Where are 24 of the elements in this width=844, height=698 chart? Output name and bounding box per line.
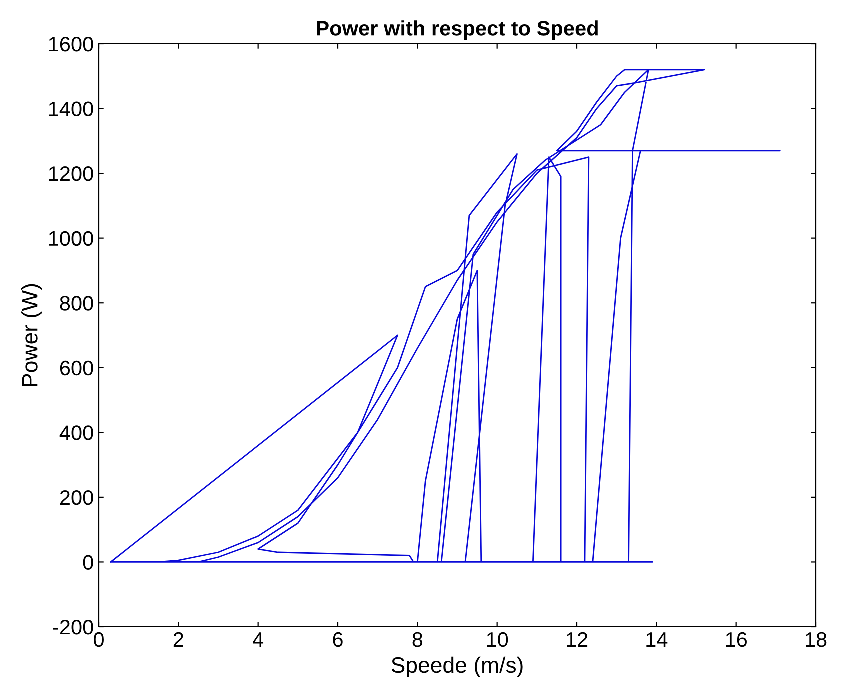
x-tick-label: 6 <box>333 632 343 648</box>
line-series <box>110 69 781 563</box>
y-tick-label: 1000 <box>49 231 94 246</box>
y-tick-label: 1400 <box>49 102 94 117</box>
y-tick-label: 200 <box>60 490 94 506</box>
x-tick-label: 14 <box>646 632 668 647</box>
x-tick-label: 16 <box>726 632 748 648</box>
y-tick-label: 400 <box>60 426 94 440</box>
y-tick-label: 1200 <box>49 166 94 182</box>
x-tick-label: 0 <box>94 632 104 648</box>
x-tick-label: 10 <box>487 632 508 648</box>
x-tick-label: 2 <box>174 632 184 647</box>
y-tick-label: 800 <box>60 296 94 311</box>
y-tick-label: 600 <box>60 360 94 376</box>
chart-title: Power with respect to Speed <box>317 20 598 40</box>
x-tick-label: 18 <box>806 632 827 648</box>
y-axis-title: Power (W) <box>22 284 42 386</box>
x-tick-label: 12 <box>567 632 588 647</box>
x-tick-label: 4 <box>253 632 264 647</box>
x-tick-label: 8 <box>412 632 423 648</box>
y-tick-label: 0 <box>83 555 94 570</box>
y-tick-label: 1600 <box>49 37 94 52</box>
y-tick-label: -200 <box>53 620 94 635</box>
x-axis-title: Speede (m/s) <box>392 656 523 678</box>
